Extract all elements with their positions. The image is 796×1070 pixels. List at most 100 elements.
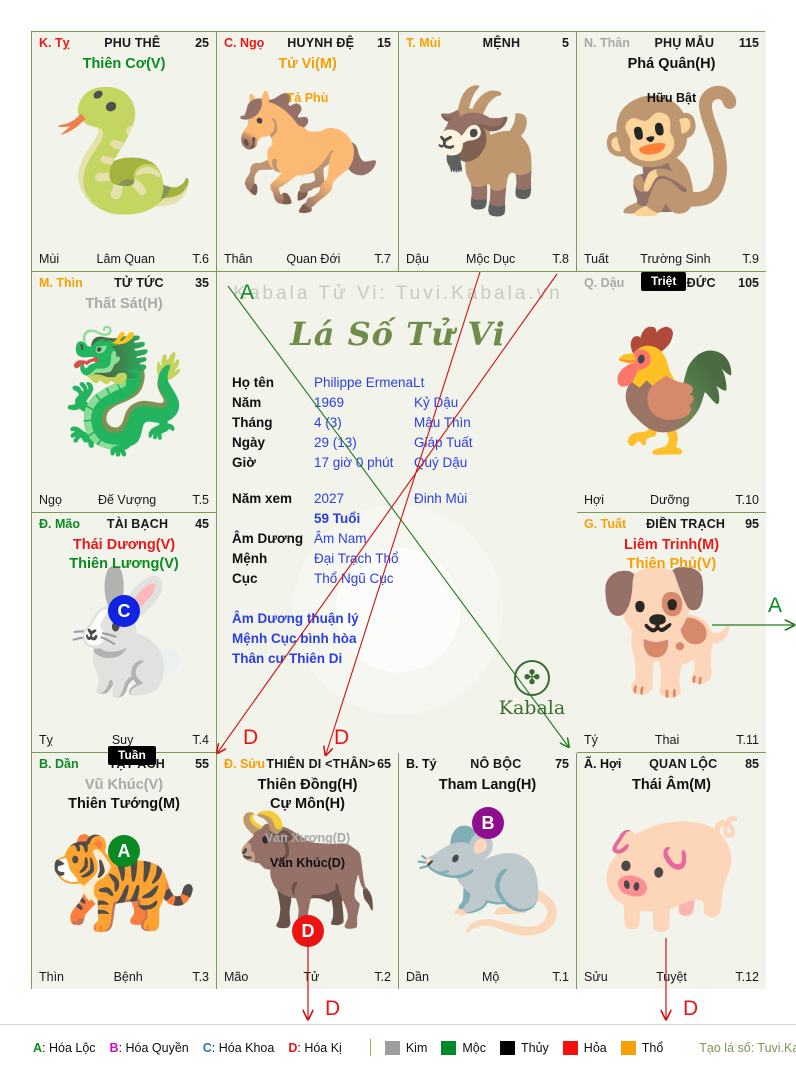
info-value: Âm Nam <box>314 531 367 546</box>
palace-foot-right: T.4 <box>192 733 209 747</box>
palace-cell-quan-loc[interactable]: 🐖 Ã. Hợi QUAN LỘC 85 Thái Âm(M) Sửu Tuyệ… <box>577 753 766 989</box>
star-sub: Văn Khúc(D) <box>270 855 345 870</box>
info-row-thang: Tháng 4 (3) Mậu Thìn <box>232 415 571 435</box>
star-main: Cự Môn(H) <box>270 796 345 813</box>
hoa-ki-marker: D <box>292 915 324 947</box>
palace-footer: Mùi Lâm Quan T.6 <box>39 252 209 266</box>
palace-foot-center: Tuyệt <box>656 970 687 984</box>
legend-text-c: : Hóa Khoa <box>211 1040 275 1055</box>
info-label: Ngày <box>232 435 266 450</box>
palace-foot-right: T.1 <box>552 970 569 984</box>
palace-stars: Liêm Trinh(M) Thiên Phủ(V) <box>581 536 762 574</box>
info-value: 4 (3) <box>314 415 342 430</box>
marker-label-a-topleft: A <box>240 281 255 304</box>
palace-foot-left: Dần <box>406 970 429 984</box>
palace-foot-left: Thìn <box>39 970 65 984</box>
palace-cell-huynh-de[interactable]: 🐎 C. Ngọ HUYNH ĐỆ 15 Tử Vi(M) Tả Phù Thâ… <box>217 32 399 272</box>
palace-cell-no-boc[interactable]: 🐀 B. Tý NÔ BỘC 75 Tham Lang(H) B Dần Mộ … <box>399 753 577 989</box>
palace-daivan: 85 <box>745 757 759 771</box>
palace-name: MỆNH <box>482 36 521 50</box>
info-label: Giờ <box>232 455 256 470</box>
legend-key-d: D <box>288 1040 298 1055</box>
info-label: Cục <box>232 571 258 586</box>
palace-foot-center: Dưỡng <box>649 493 690 507</box>
palace-cell-menh[interactable]: 🐐 T. Mùi MỆNH 5 Dậu Mộc Dục T.8 <box>399 32 577 272</box>
palace-canchi: T. Mùi <box>406 36 441 50</box>
info-value: 1969 <box>314 395 345 410</box>
palace-foot-center: Thai <box>654 733 680 747</box>
palace-foot-left: Sửu <box>584 970 608 984</box>
palace-foot-center: Đế Vượng <box>97 493 157 507</box>
legend-label-thuy: Thủy <box>521 1040 549 1055</box>
palace-canchi: B. Tý <box>406 757 437 771</box>
palace-foot-right: T.3 <box>192 970 209 984</box>
info-row-nam: Năm 1969 Kỷ Dậu <box>232 395 571 415</box>
legend-text-a: : Hóa Lộc <box>42 1040 96 1055</box>
palace-daivan: 75 <box>555 757 569 771</box>
info-row-cuc: Cục Thổ Ngũ Cục <box>232 571 571 591</box>
info-row-tuoi: 59 Tuổi <box>232 511 571 531</box>
birth-info-table: Họ tên Philippe ErmenaLt Năm 1969 Kỷ Dậu… <box>232 375 571 669</box>
palace-header: M. Thìn TỬ TỨC 35 <box>39 276 209 294</box>
palace-name: PHU THÊ <box>104 36 161 50</box>
palace-foot-center: Suy <box>111 733 134 747</box>
palace-cell-dien-trach[interactable]: 🐕 G. Tuất ĐIỀN TRẠCH 95 Liêm Trinh(M) Th… <box>577 513 766 753</box>
palace-stars: Thiên Đồng(H) Cự Môn(H) Văn Xương(D) Văn… <box>221 776 394 871</box>
palace-cell-tu-tuc[interactable]: 🐉 M. Thìn TỬ TỨC 35 Thất Sát(H) Ngọ Đế V… <box>32 272 217 513</box>
palace-foot-center: Quan Đới <box>286 252 341 266</box>
palace-daivan: 95 <box>745 517 759 531</box>
palace-cell-tai-bach[interactable]: 🐇 Đ. Mão TÀI BẠCH 45 Thái Dương(V) Thiên… <box>32 513 217 753</box>
palace-cell-thien-di[interactable]: 🐂 Đ. Sửu THIÊN DI <THÂN> 65 Thiên Đồng(H… <box>217 753 399 989</box>
star-sub: Hữu Bật <box>646 91 697 106</box>
palace-canchi: Đ. Mão <box>39 517 80 531</box>
palace-canchi: G. Tuất <box>584 517 627 531</box>
palace-cell-phu-mau[interactable]: 🐒 N. Thân PHỤ MẪU 115 Phá Quân(H) Hữu Bậ… <box>577 32 766 272</box>
palace-foot-left: Mùi <box>39 252 60 266</box>
palace-foot-right: T.8 <box>552 252 569 266</box>
palace-cell-phu-the[interactable]: 🐍 K. Tỵ PHU THÊ 25 Thiên Cơ(V) Mùi Lâm Q… <box>32 32 217 272</box>
zodiac-rooster-icon: 🐓 <box>596 324 747 458</box>
palace-cell-tat-ach[interactable]: 🐅 B. Dần TẬT ÁCH 55 Vũ Khúc(V) Thiên Tướ… <box>32 753 217 989</box>
palace-header: C. Ngọ HUYNH ĐỆ 15 <box>224 36 391 54</box>
palace-foot-right: T.11 <box>736 733 759 747</box>
swatch-kim <box>384 1040 400 1055</box>
palace-name: NÔ BỘC <box>470 757 522 771</box>
legend-key-c: C <box>202 1040 212 1055</box>
marker-label-d-right: D <box>334 726 350 749</box>
info-label: Năm xem <box>232 491 293 506</box>
info-value: 17 giờ 0 phút <box>314 455 394 470</box>
palace-canchi: Ã. Hợi <box>584 757 622 771</box>
palace-header: Đ. Sửu THIÊN DI <THÂN> 65 <box>224 757 391 775</box>
palace-cell-phuc-duc[interactable]: 🐓 Q. Dậu PHÚC ĐỨC 105 Hợi Dưỡng T.10 <box>577 272 766 513</box>
hoa-khoa-marker: C <box>108 595 140 627</box>
palace-footer: Dậu Mộc Dục T.8 <box>406 252 569 266</box>
palace-foot-left: Mão <box>224 970 249 984</box>
info-row-hoten: Họ tên Philippe ErmenaLt <box>232 375 571 395</box>
tuan-badge: Tuần <box>108 746 156 765</box>
info-value: Đại Trạch Thổ <box>314 551 399 566</box>
star-main: Phá Quân(H) <box>627 56 716 72</box>
legend-label-hoa: Hỏa <box>583 1040 607 1055</box>
palace-foot-right: T.12 <box>735 970 759 984</box>
made-by-link[interactable]: Tạo lá số: Tuvi.Kabala.vn <box>699 1040 796 1055</box>
star-main: Thiên Tướng(M) <box>68 796 180 813</box>
palace-canchi: C. Ngọ <box>224 36 265 50</box>
palace-daivan: 65 <box>377 757 391 771</box>
star-main: Thiên Cơ(V) <box>82 56 166 72</box>
star-main: Tham Lang(H) <box>438 777 537 793</box>
palace-stars: Thái Dương(V) Thiên Lương(V) <box>36 536 212 574</box>
palace-daivan: 35 <box>195 276 209 290</box>
marker-label-d-left: D <box>243 726 259 749</box>
note-line: Âm Dương thuận lý <box>232 611 359 626</box>
info-label: Họ tên <box>232 375 274 390</box>
legend-nguhanh-hoa: Hỏa <box>562 1040 607 1055</box>
center-info-panel: Kabala Tử Vi: Tuvi.Kabala.vn Lá Số Tử Vi… <box>219 279 577 741</box>
marker-label-a-right: A <box>768 594 783 617</box>
palace-stars: Thái Âm(M) <box>581 776 762 795</box>
marker-label-d-bottom-1: D <box>325 997 341 1020</box>
star-main: Thiên Đồng(H) <box>257 777 358 793</box>
palace-daivan: 105 <box>738 276 759 290</box>
palace-header: N. Thân PHỤ MẪU 115 <box>584 36 759 54</box>
info-canchi: Mậu Thìn <box>414 415 471 430</box>
